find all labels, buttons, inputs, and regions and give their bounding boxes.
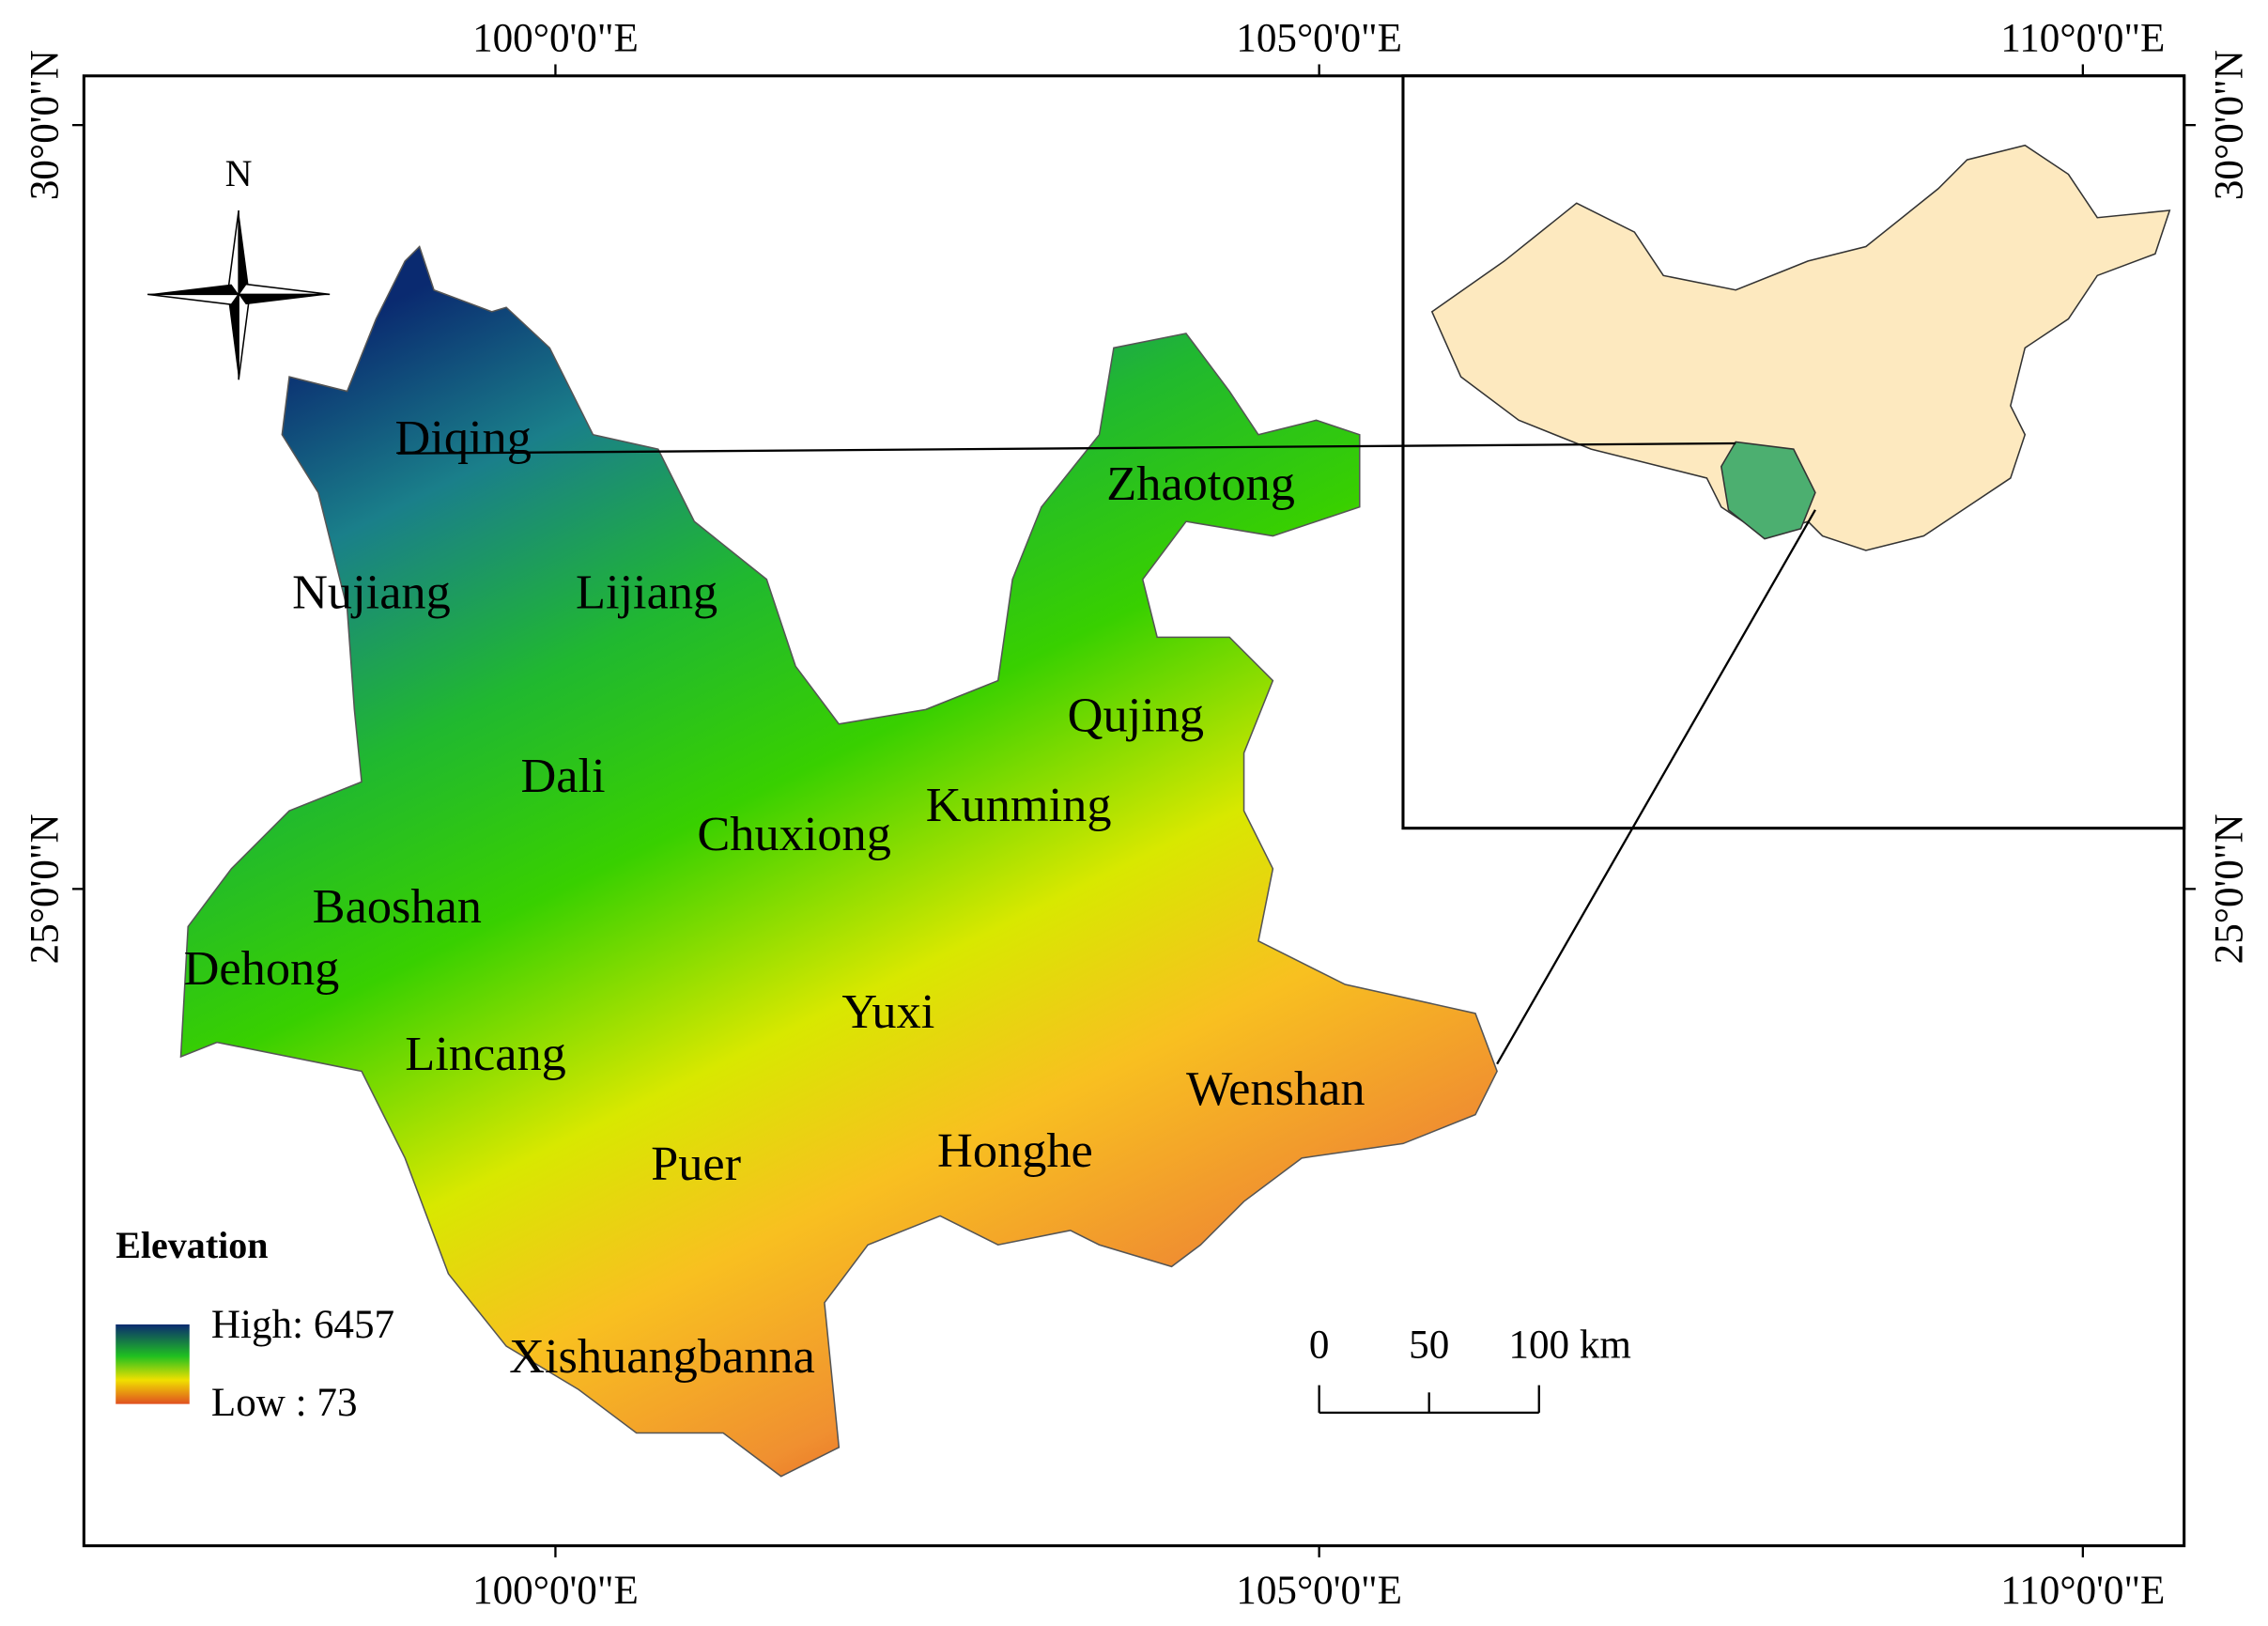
region-label: Zhaotong (1106, 457, 1295, 511)
legend-ramp (116, 1324, 190, 1404)
north-label: N (225, 152, 253, 194)
china-outline (1430, 144, 2171, 551)
legend-title: Elevation (116, 1224, 268, 1266)
scale-bar: 0 50 100 km (1309, 1323, 1631, 1415)
grid-ticks (72, 64, 2196, 1557)
scale-label: 100 km (1508, 1323, 1631, 1367)
scale-label: 50 (1409, 1323, 1449, 1367)
grid-label: 105°0'0"E (1236, 17, 1402, 61)
scale-label: 0 (1309, 1323, 1330, 1367)
grid-label: 110°0'0"E (2000, 17, 2165, 61)
grid-label: 25°0'0"N (2207, 813, 2251, 964)
region-label: Honghe (937, 1123, 1093, 1178)
region-label: Kunming (926, 778, 1112, 832)
grid-label: 30°0'0"N (2207, 50, 2251, 200)
grid-label: 30°0'0"N (23, 50, 68, 200)
region-label: Qujing (1068, 688, 1204, 742)
yunnan-elevation (179, 245, 1498, 1478)
legend-high: High: 6457 (211, 1303, 394, 1347)
region-label: Nujiang (292, 565, 451, 620)
grid-label: 110°0'0"E (2000, 1569, 2165, 1613)
legend: Elevation High: 6457 Low : 73 (116, 1224, 394, 1425)
region-label: Dehong (184, 941, 340, 996)
region-label: Baoshan (313, 879, 482, 934)
region-label: Puer (651, 1137, 741, 1191)
grid-label: 105°0'0"E (1236, 1569, 1402, 1613)
grid-label: 25°0'0"N (23, 813, 68, 964)
region-label: Xishuangbanna (509, 1329, 815, 1384)
region-label: Dali (520, 749, 605, 803)
north-arrow: N (147, 152, 331, 380)
region-label: Yuxi (841, 984, 934, 1039)
region-label: Chuxiong (697, 807, 891, 861)
region-labels: Diqing Zhaotong Nujiang Lijiang Qujing D… (184, 410, 1365, 1384)
region-label: Lincang (405, 1027, 566, 1081)
region-label: Diqing (394, 410, 531, 465)
legend-low: Low : 73 (211, 1381, 358, 1425)
connector-lines (397, 441, 1816, 1065)
inset-yunnan (1720, 441, 1816, 540)
region-label: Lijiang (576, 565, 717, 620)
grid-label: 100°0'0"E (472, 17, 639, 61)
region-label: Wenshan (1186, 1061, 1365, 1116)
grid-label: 100°0'0"E (472, 1569, 639, 1613)
